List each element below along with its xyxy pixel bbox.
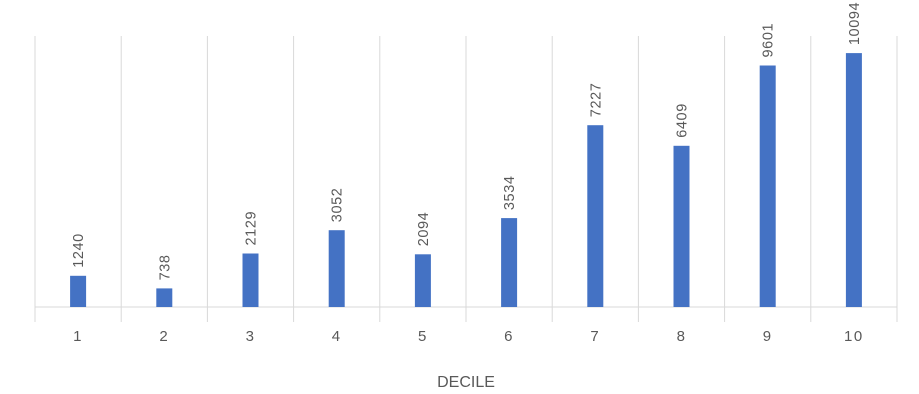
data-label-decile-9: 9601 — [761, 23, 777, 58]
bar-decile-4 — [328, 230, 345, 307]
x-tick-label: 7 — [590, 328, 600, 345]
data-label-decile-4: 3052 — [330, 188, 346, 223]
bar-decile-1 — [70, 275, 87, 307]
x-tick-label: 10 — [844, 328, 864, 345]
bar-decile-7 — [587, 125, 604, 307]
data-label-decile-6: 3534 — [502, 175, 518, 210]
data-label-decile-1: 1240 — [71, 233, 87, 268]
x-tick-label: 5 — [418, 328, 428, 345]
data-label-decile-8: 6409 — [675, 103, 691, 138]
x-tick-label: 8 — [677, 328, 687, 345]
data-label-decile-5: 2094 — [416, 212, 432, 247]
bar-decile-8 — [673, 145, 690, 307]
bar-decile-6 — [501, 218, 518, 307]
x-tick-label: 3 — [246, 328, 256, 345]
bar-decile-9 — [759, 65, 776, 307]
data-label-decile-10: 10094 — [847, 2, 863, 45]
bar-decile-10 — [845, 53, 862, 307]
x-tick-label: 1 — [73, 328, 83, 345]
x-tick-label: 9 — [763, 328, 773, 345]
vertical-gridlines — [34, 36, 898, 322]
x-tick-label: 2 — [159, 328, 169, 345]
data-labels: 1240 738 2129 3052 2094 3534 7227 6409 9601 10094 — [71, 2, 863, 281]
bar-decile-2 — [156, 288, 173, 307]
bars-series — [70, 53, 862, 307]
bar-decile-5 — [414, 254, 431, 307]
x-tick-label: 6 — [504, 328, 514, 345]
x-tick-labels: 1 2 3 4 5 6 7 8 9 10 — [73, 328, 864, 345]
data-label-decile-2: 738 — [157, 254, 173, 280]
data-label-decile-7: 7227 — [588, 83, 604, 118]
x-axis-title: DECILE — [437, 374, 495, 391]
x-tick-label: 4 — [332, 328, 342, 345]
data-label-decile-3: 2129 — [244, 211, 260, 246]
bar-decile-3 — [242, 253, 259, 307]
